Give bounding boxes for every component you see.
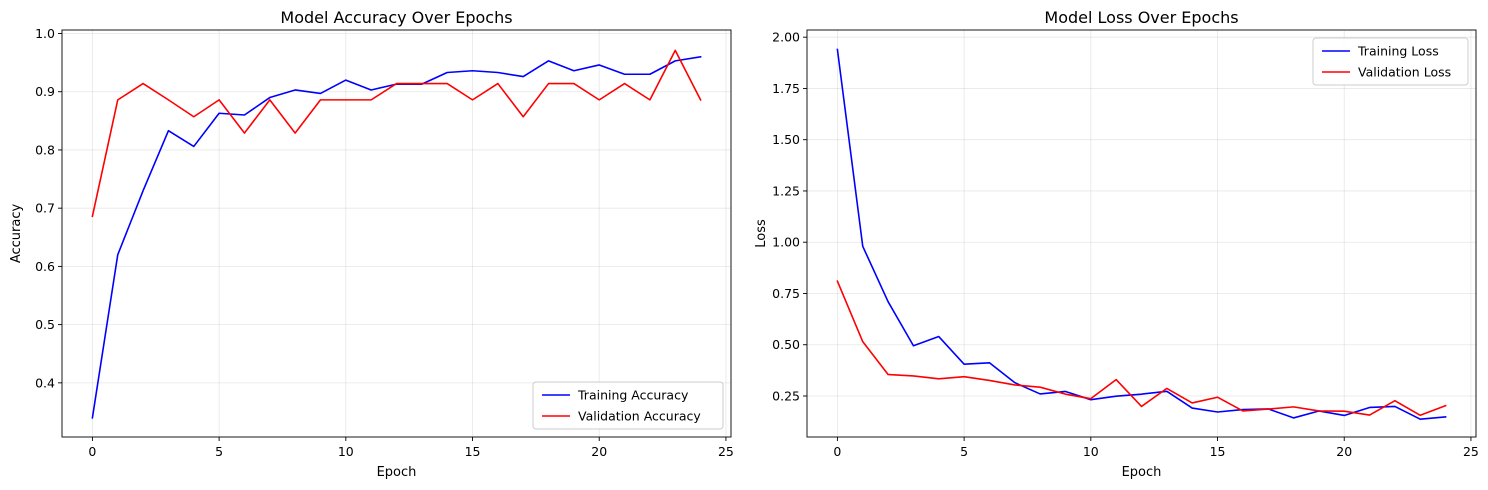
legend-label-1: Validation Loss	[1358, 65, 1451, 80]
x-tick-label: 25	[1463, 444, 1479, 459]
y-tick-label: 0.7	[35, 201, 55, 216]
y-tick-label: 1.0	[35, 26, 55, 41]
accuracy-chart-title: Model Accuracy Over Epochs	[280, 8, 512, 27]
legend-box	[532, 381, 724, 430]
legend-label-0: Training Accuracy	[577, 388, 689, 403]
loss-chart: 0 5 10 15 20 25 0.25 0.50 0.75 1.00 1.25 1.50 1.75 2.…	[754, 8, 1479, 480]
y-tick-label: 0.50	[772, 337, 800, 352]
y-tick-label: 0.5	[35, 317, 55, 332]
x-tick-label: 20	[1336, 444, 1352, 459]
axes-frame	[61, 29, 732, 438]
legend: Training Loss Validation Loss	[1312, 37, 1469, 86]
legend: Training Accuracy Validation Accuracy	[532, 381, 724, 430]
legend-label-0: Training Loss	[1357, 44, 1439, 59]
x-axis-label: Epoch	[377, 465, 417, 480]
legend-label-1: Validation Accuracy	[578, 409, 701, 424]
x-tick-label: 10	[338, 444, 354, 459]
x-tick-label: 5	[215, 444, 223, 459]
x-tick-label: 0	[833, 444, 841, 459]
y-tick-label: 0.25	[772, 388, 800, 403]
y-axis-label: Accuracy	[9, 204, 24, 264]
y-tick-label: 0.6	[35, 259, 55, 274]
y-tick-label: 0.8	[35, 142, 55, 157]
series-line-1	[836, 280, 1447, 417]
y-tick-label: 1.50	[772, 132, 800, 147]
y-tick-label: 0.9	[35, 84, 55, 99]
legend-box	[1312, 37, 1469, 86]
axes-frame	[806, 29, 1477, 438]
accuracy-chart: 0 5 10 15 20 25 0.4 0.5 0.6 0.7 0.8 0.9 1.0 Model Acc…	[9, 8, 734, 480]
x-tick-label: 15	[465, 444, 481, 459]
y-tick-label: 2.00	[772, 30, 800, 45]
x-axis-label: Epoch	[1122, 465, 1162, 480]
y-tick-label: 0.4	[35, 375, 55, 390]
loss-chart-title: Model Loss Over Epochs	[1044, 8, 1238, 27]
y-tick-label: 1.75	[772, 81, 800, 96]
y-tick-label: 1.00	[772, 235, 800, 250]
x-tick-label: 25	[718, 444, 734, 459]
y-tick-label: 1.25	[772, 183, 800, 198]
y-tick-label: 0.75	[772, 286, 800, 301]
x-tick-label: 5	[960, 444, 968, 459]
series-line-1	[91, 49, 702, 218]
x-tick-label: 10	[1083, 444, 1099, 459]
y-axis-label: Loss	[754, 219, 769, 248]
series-line-0	[836, 48, 1447, 420]
x-tick-label: 15	[1210, 444, 1226, 459]
x-tick-label: 0	[88, 444, 96, 459]
x-tick-label: 20	[591, 444, 607, 459]
